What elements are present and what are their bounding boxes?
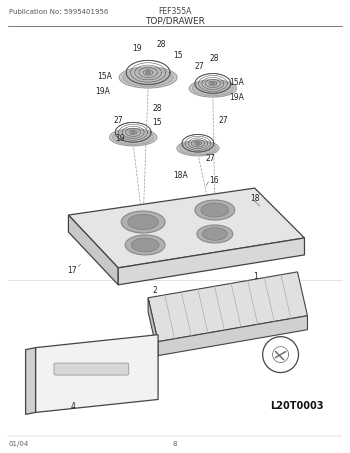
Circle shape <box>211 82 215 85</box>
Text: 19: 19 <box>132 44 142 53</box>
Ellipse shape <box>197 225 233 243</box>
Text: 27: 27 <box>219 116 229 125</box>
Text: 15: 15 <box>152 118 162 127</box>
Ellipse shape <box>177 140 219 156</box>
Text: 19A: 19A <box>95 87 110 96</box>
Ellipse shape <box>202 228 228 240</box>
Ellipse shape <box>131 238 159 252</box>
Text: 27: 27 <box>194 62 204 71</box>
Text: L20T0003: L20T0003 <box>270 401 323 411</box>
Circle shape <box>146 70 150 75</box>
Polygon shape <box>36 335 158 412</box>
FancyBboxPatch shape <box>54 363 129 375</box>
Ellipse shape <box>119 67 177 88</box>
Ellipse shape <box>195 200 235 220</box>
Ellipse shape <box>110 129 157 146</box>
Ellipse shape <box>180 142 216 155</box>
Text: Publication No: 5995401956: Publication No: 5995401956 <box>9 9 108 14</box>
Circle shape <box>196 142 200 145</box>
Text: 17: 17 <box>68 266 77 275</box>
Text: 18: 18 <box>250 193 259 202</box>
Ellipse shape <box>121 211 165 233</box>
Text: 4: 4 <box>71 402 76 411</box>
Polygon shape <box>148 298 158 356</box>
Text: 15A: 15A <box>229 78 244 87</box>
Ellipse shape <box>125 235 165 255</box>
Text: 27: 27 <box>113 116 123 125</box>
Text: 28: 28 <box>152 104 162 113</box>
Polygon shape <box>68 188 304 268</box>
Text: 1: 1 <box>253 272 258 281</box>
Text: 19A: 19A <box>229 93 244 102</box>
Polygon shape <box>148 272 307 342</box>
Text: 28: 28 <box>209 54 219 63</box>
Ellipse shape <box>128 214 159 230</box>
Text: 8: 8 <box>173 441 177 447</box>
Text: 15A: 15A <box>97 72 112 81</box>
Text: 28: 28 <box>156 40 166 49</box>
Circle shape <box>131 130 135 134</box>
Text: FEF355A: FEF355A <box>158 7 192 16</box>
Text: 2: 2 <box>153 286 158 295</box>
Polygon shape <box>68 215 118 285</box>
Text: 01/04: 01/04 <box>9 441 29 447</box>
Text: 27: 27 <box>205 154 215 163</box>
Text: 15: 15 <box>173 51 183 60</box>
Ellipse shape <box>192 81 233 96</box>
Ellipse shape <box>113 130 154 145</box>
Ellipse shape <box>201 203 229 217</box>
Text: 7: 7 <box>276 366 281 375</box>
Ellipse shape <box>189 80 237 97</box>
Polygon shape <box>158 316 307 356</box>
Ellipse shape <box>123 68 173 87</box>
Text: 16: 16 <box>209 176 219 185</box>
Circle shape <box>262 337 299 372</box>
Polygon shape <box>26 347 36 414</box>
Polygon shape <box>118 238 304 285</box>
Text: 18A: 18A <box>174 171 188 180</box>
Text: TOP/DRAWER: TOP/DRAWER <box>145 16 205 25</box>
Text: 19: 19 <box>116 134 125 143</box>
